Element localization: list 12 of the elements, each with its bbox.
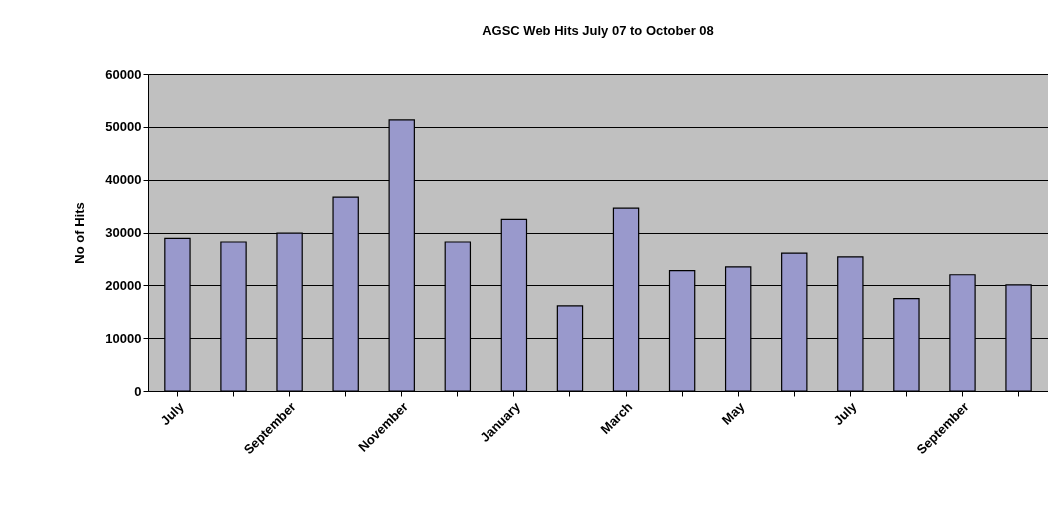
y-tick-label: 50000 bbox=[105, 119, 142, 135]
y-tick-label: 0 bbox=[134, 383, 142, 399]
y-tick-label: 30000 bbox=[105, 225, 142, 240]
chart-title: AGSC Web Hits July 07 to October 08 bbox=[482, 23, 714, 38]
x-tick-label: May bbox=[718, 398, 748, 428]
y-tick-label: 10000 bbox=[105, 330, 142, 346]
x-tick-label: July bbox=[157, 398, 188, 429]
y-tick-label: 20000 bbox=[105, 277, 142, 293]
y-tick-label: 60000 bbox=[105, 66, 142, 82]
x-tick-label: July bbox=[830, 398, 861, 429]
y-tick-label: 40000 bbox=[105, 172, 142, 188]
y-axis-title: No of Hits bbox=[72, 202, 88, 264]
